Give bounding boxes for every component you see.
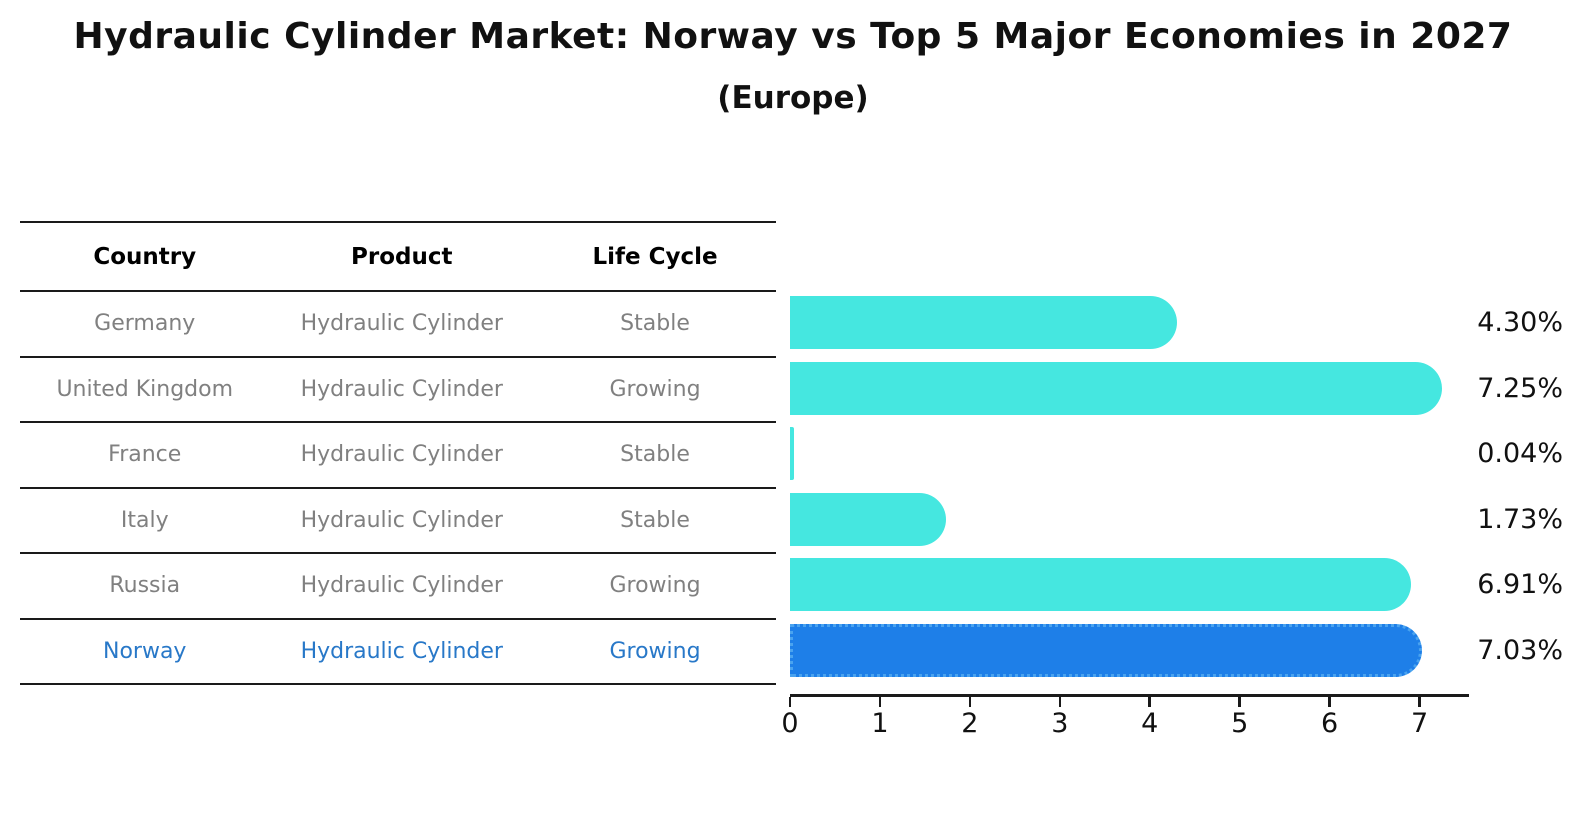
chart-title: Hydraulic Cylinder Market: Norway vs Top… — [73, 16, 1513, 57]
table-row: Germany Hydraulic Cylinder Stable — [20, 292, 776, 358]
cell-life-cycle: Stable — [620, 442, 690, 468]
table-row: Norway Hydraulic Cylinder Growing — [20, 620, 776, 685]
column-header-product: Product — [351, 243, 453, 270]
cell-product: Hydraulic Cylinder — [300, 376, 503, 402]
bar-germany — [790, 296, 1177, 349]
country-table: Country Product Life Cycle Germany Hydra… — [20, 221, 776, 685]
cell-life-cycle: Growing — [609, 573, 701, 599]
x-axis-tick — [788, 697, 792, 707]
cell-country: United Kingdom — [56, 376, 234, 402]
cell-life-cycle: Stable — [620, 507, 690, 533]
cell-life-cycle: Growing — [609, 638, 701, 664]
cell-country: Germany — [94, 311, 196, 337]
bar-italy — [790, 492, 946, 546]
x-axis-tick-label: 0 — [781, 708, 799, 739]
bar-row: 6.91% — [790, 552, 1563, 618]
cell-product: Hydraulic Cylinder — [300, 638, 503, 664]
x-axis-tick-label: 4 — [1141, 708, 1159, 739]
bar-chart-plot-area: 4.30% 7.25% 0.04% 1.73% 6.91% 7.03% — [790, 290, 1563, 684]
x-axis-tick — [1058, 697, 1062, 707]
cell-country: France — [108, 442, 182, 468]
cell-product: Hydraulic Cylinder — [300, 311, 503, 337]
cell-life-cycle: Stable — [620, 311, 690, 337]
x-axis-tick-label: 6 — [1321, 708, 1339, 739]
table-header-row: Country Product Life Cycle — [20, 223, 776, 292]
table-row: France Hydraulic Cylinder Stable — [20, 423, 776, 489]
value-label: 7.03% — [1477, 634, 1563, 666]
bar-row: 7.03% — [790, 618, 1563, 684]
cell-country: Norway — [103, 638, 187, 664]
x-axis-tick — [1418, 697, 1421, 707]
x-axis-tick-label: 1 — [871, 708, 889, 739]
x-axis-tick — [1148, 697, 1151, 707]
x-axis-tick — [968, 697, 972, 707]
bar-france — [790, 427, 794, 480]
x-axis-tick — [1238, 697, 1241, 707]
value-label: 4.30% — [1477, 307, 1563, 338]
bar-row: 7.25% — [790, 356, 1563, 422]
bar-norway — [790, 623, 1423, 677]
x-axis-tick-label: 2 — [961, 708, 979, 739]
x-axis-tick — [1328, 697, 1331, 707]
value-label: 6.91% — [1477, 569, 1563, 600]
bar-russia — [790, 558, 1412, 611]
cell-life-cycle: Growing — [609, 376, 701, 402]
x-axis-line — [790, 694, 1469, 697]
column-header-life-cycle: Life Cycle — [592, 243, 718, 270]
value-label: 7.25% — [1477, 372, 1563, 404]
cell-country: Italy — [120, 507, 169, 533]
bar-united-kingdom — [790, 361, 1443, 415]
x-axis-tick-label: 5 — [1231, 708, 1249, 739]
bar-row: 1.73% — [790, 487, 1563, 553]
x-axis-tick-label: 3 — [1051, 708, 1069, 739]
cell-country: Russia — [109, 573, 181, 599]
column-header-country: Country — [93, 243, 197, 270]
table-row: Russia Hydraulic Cylinder Growing — [20, 554, 776, 620]
cell-product: Hydraulic Cylinder — [300, 442, 503, 468]
value-label: 1.73% — [1477, 503, 1563, 535]
table-row: United Kingdom Hydraulic Cylinder Growin… — [20, 358, 776, 423]
bar-row: 0.04% — [790, 421, 1563, 487]
cell-product: Hydraulic Cylinder — [300, 573, 503, 599]
chart-subtitle: (Europe) — [717, 80, 869, 116]
table-row: Italy Hydraulic Cylinder Stable — [20, 489, 776, 554]
x-axis-tick — [878, 697, 882, 707]
bar-row: 4.30% — [790, 290, 1563, 356]
value-label: 0.04% — [1477, 438, 1563, 469]
x-axis-tick-label: 7 — [1410, 708, 1429, 739]
cell-product: Hydraulic Cylinder — [300, 507, 503, 533]
